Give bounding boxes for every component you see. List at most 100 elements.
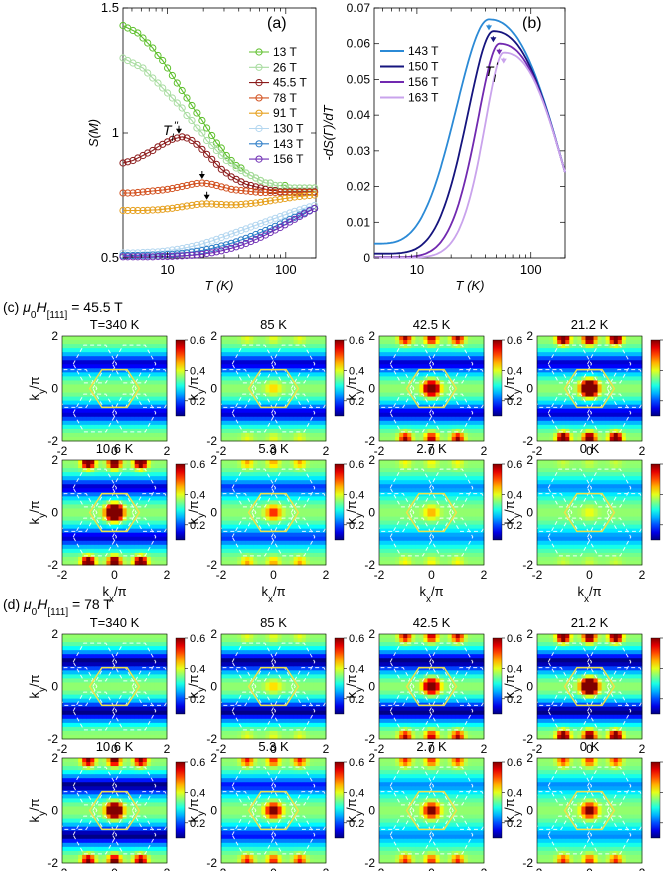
heatmap-cell [138,476,144,481]
heatmap-cell [305,344,311,349]
heatmap-cell [439,432,445,438]
heatmap-cell [289,424,295,430]
heatmap-cell [637,336,643,341]
heatmap-cell [387,560,392,566]
heatmap-cell [86,552,91,558]
heatmap-cell [229,364,234,369]
heatmap-cell [593,352,598,357]
heatmap-cell [237,340,242,345]
heatmap-cell [138,424,144,430]
heatmap-cell [293,468,299,473]
heatmap-cell [142,560,148,566]
heatmap-cell [150,412,156,418]
heatmap-cell [221,500,226,505]
heatmap-cell [399,348,404,353]
data-point [257,188,265,197]
heatmap-cell [387,484,392,489]
heatmap-cell [74,412,79,418]
heatmap-cell [585,344,590,349]
heatmap-cell [637,376,643,381]
heatmap-cell [471,372,477,377]
heatmap-cell [98,340,103,345]
heatmap-cell [435,388,440,393]
heatmap-cell [90,392,95,397]
heatmap-cell [561,432,566,438]
heatmap-cell [269,408,274,414]
heatmap-cell [249,348,254,353]
heatmap-cell [277,480,282,485]
heatmap-cell [142,360,148,365]
heatmap-cell [383,520,388,526]
heatmap-cell [387,496,392,501]
heatmap-cell [114,408,119,414]
heatmap-cell [261,516,266,521]
heatmap-cell [629,432,635,438]
heatmap-cell [110,488,115,493]
heatmap-cell [66,344,71,349]
heatmap-cell [309,352,315,357]
heatmap-cell [383,356,388,361]
heatmap-cell [633,384,639,389]
heatmap-cell [281,348,287,353]
heatmap-cell [317,436,323,442]
heatmap-cell [126,552,132,558]
heatmap-cell [98,480,103,485]
heatmap-cell [317,432,323,438]
heatmap-cell [625,412,631,418]
heatmap-cell [305,508,311,513]
heatmap-cell [589,336,594,341]
heatmap-cell [289,336,295,341]
heatmap-cell [265,340,270,345]
heatmap-cell [561,388,566,393]
heatmap-cell [150,464,156,469]
bz-hexagon-dashed [111,468,157,508]
heatmap-cell [233,360,238,365]
heatmap-cell [273,356,278,361]
heatmap-cell [395,508,400,513]
heatmap-cell [233,380,238,385]
heatmap-cell [601,428,607,434]
heatmap-cell [471,396,477,402]
heatmap-cell [305,556,311,562]
heatmap-cell [399,340,404,345]
heatmap-cell [537,404,542,410]
heatmap-cell [459,388,465,393]
heatmap-cell [82,480,87,485]
heatmap-cell [601,404,607,410]
heatmap-cell [553,336,558,341]
heatmap-cell [62,508,67,513]
heatmap-cell [467,400,473,406]
data-point [188,101,196,110]
heatmap-cell [62,340,67,345]
heatmap-cell [597,368,603,373]
data-point [257,198,265,206]
heatmap-cell [114,520,119,526]
heatmap-cell [391,548,396,554]
heatmap-cell [277,516,282,521]
heatmap-cell [257,472,262,477]
bz-hexagon-dashed [270,344,316,384]
heatmap-cell [273,384,278,389]
heatmap-cell [245,484,250,489]
heatmap-cell [78,360,83,365]
heatmap-cell [625,340,631,345]
heatmap-cell [281,496,287,501]
heatmap-cell [415,384,420,389]
heatmap-cell [557,360,562,365]
heatmap-cell [269,536,274,542]
heatmap-cell [463,372,469,377]
heatmap-cell [597,384,603,389]
heatmap-cells [221,460,327,566]
heatmap-cell [221,484,226,489]
heatmap-cell [297,392,303,397]
heatmap-cell [273,476,278,481]
heatmap-cell [589,348,594,353]
heatmap-cell [150,340,156,345]
heatmap-cell [305,520,311,526]
heatmap-cell [317,348,323,353]
data-point [237,186,245,195]
heatmap-cell [94,472,99,477]
data-point [286,184,294,192]
heatmap-cell [221,540,226,546]
heatmap-cell [126,528,132,534]
